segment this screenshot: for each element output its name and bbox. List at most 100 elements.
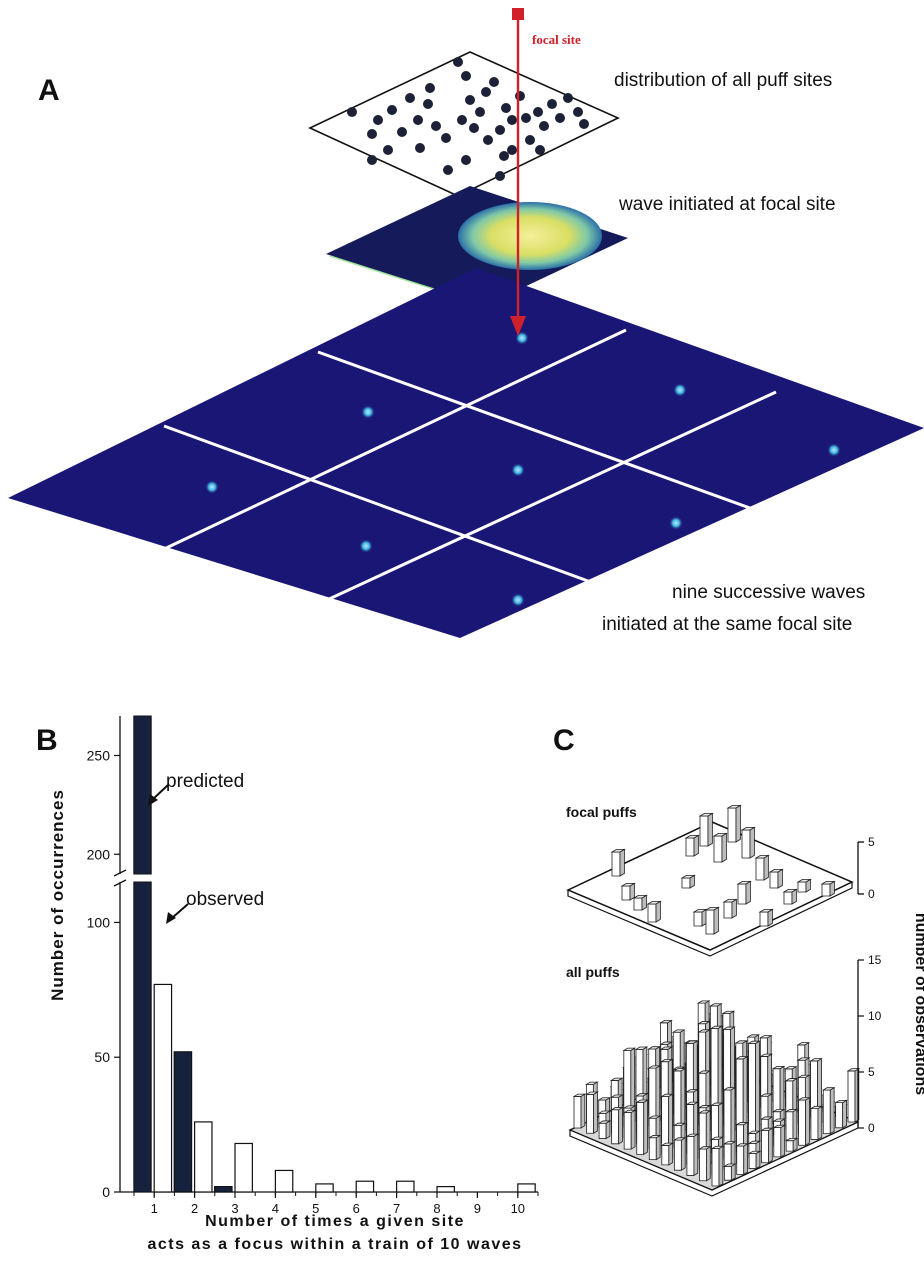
all-puff-columns [572, 1000, 861, 1187]
puff-site-dot [573, 107, 583, 117]
focal-puff-columns [610, 804, 836, 935]
focal-puffs-label: focal puffs [566, 804, 637, 820]
puff-site-dot [413, 115, 423, 125]
wave-puff-spot [361, 405, 375, 419]
bar-predicted [173, 1051, 193, 1193]
puff-site-dot [415, 143, 425, 153]
bar-observed [355, 1180, 375, 1193]
bar-predicted-upper [133, 715, 152, 875]
puff-site-dot [483, 135, 493, 145]
panel-a [8, 8, 924, 638]
puff-site-dot [347, 107, 357, 117]
puff-site-dot [533, 107, 543, 117]
focal-site-label: focal site [532, 32, 581, 47]
puff-site-dot [373, 115, 383, 125]
caption-nine-waves-line2: initiated at the same focal site [602, 614, 853, 635]
puff-site-dot [387, 105, 397, 115]
c-tick-label: 0 [868, 1121, 875, 1135]
axis-break-mark [113, 869, 127, 877]
x-tick-label: 3 [231, 1201, 238, 1216]
observed-arrow [171, 903, 189, 919]
panel-b-xlabel-line1: Number of times a given site [205, 1213, 465, 1230]
predicted-arrowhead [148, 794, 158, 806]
puff-site-dot [481, 87, 491, 97]
wave-puff-spot [511, 593, 525, 607]
puff-site-dot [539, 121, 549, 131]
axis-break-mark [113, 879, 127, 887]
bar-predicted [214, 1186, 233, 1193]
panel-b-ticks: 0 50 100 200 250 1 2 3 4 5 6 7 8 9 10 [87, 748, 539, 1216]
puff-site-dot [489, 77, 499, 87]
caption-puff-sites: distribution of all puff sites [614, 70, 833, 91]
x-tick-label: 10 [511, 1201, 525, 1216]
focal-marker [512, 8, 524, 20]
observed-arrowhead [166, 912, 176, 924]
puff-site-dot [495, 171, 505, 181]
wave-puff-spot [827, 443, 841, 457]
puff-site-dot [475, 107, 485, 117]
c-tick-label: 0 [868, 887, 875, 901]
puff-site-dot [469, 123, 479, 133]
puff-site-dot [405, 93, 415, 103]
panel-b-bars [133, 715, 536, 1193]
wave-puff-spot [205, 480, 219, 494]
puff-site-dots [347, 57, 589, 181]
y-tick-label: 200 [87, 846, 111, 862]
puff-site-dot [515, 91, 525, 101]
x-tick-label: 9 [474, 1201, 481, 1216]
bar-observed [274, 1169, 294, 1193]
puff-site-dot [507, 115, 517, 125]
x-tick-label: 4 [272, 1201, 279, 1216]
caption-wave-initiated: wave initiated at focal site [619, 194, 836, 215]
puff-site-dot [525, 135, 535, 145]
puff-site-dot [383, 145, 393, 155]
wave-puff-spot [359, 539, 373, 553]
y-tick-label: 100 [87, 914, 111, 930]
puff-site-dot [547, 99, 557, 109]
c-tick-label: 10 [868, 1009, 882, 1023]
panel-b-letter: B [36, 724, 58, 757]
y-tick-label: 0 [102, 1184, 110, 1200]
puff-site-dot [501, 103, 511, 113]
puff-site-dot [499, 151, 509, 161]
panel-c-ylabel: number of observations [912, 912, 924, 1096]
y-tick-label: 250 [87, 748, 111, 764]
wave-puff-spot [669, 516, 683, 530]
bar-observed [517, 1183, 536, 1193]
wave-puff-spot [673, 383, 687, 397]
focal-arrowhead [510, 316, 526, 336]
puff-site-dot [443, 165, 453, 175]
puff-site-dot [465, 95, 475, 105]
c-tick-label: 15 [868, 953, 882, 967]
predicted-arrow [151, 784, 169, 801]
puff-site-dot [425, 83, 435, 93]
x-tick-label: 7 [393, 1201, 400, 1216]
puff-site-dot [423, 99, 433, 109]
c-tick-label: 5 [868, 835, 875, 849]
panel-a-letter: A [38, 74, 60, 107]
x-tick-label: 5 [312, 1201, 319, 1216]
bar-observed [396, 1180, 415, 1193]
x-tick-label: 6 [353, 1201, 360, 1216]
puff-site-dot [521, 113, 531, 123]
y-tick-label: 50 [94, 1049, 110, 1065]
wave-tile-dividers [161, 328, 777, 608]
x-tick-label: 2 [191, 1201, 198, 1216]
x-tick-label: 8 [433, 1201, 440, 1216]
wave-puffs [205, 331, 841, 607]
annotation-predicted: predicted [166, 771, 245, 792]
puff-site-dot [555, 113, 565, 123]
puff-site-dot [461, 71, 471, 81]
puff-site-dot [397, 127, 407, 137]
panel-b-chart: 0 50 100 200 250 1 2 3 4 5 6 7 8 9 10 [87, 715, 539, 1216]
c-tick-label: 5 [868, 1065, 875, 1079]
all-puffs-label: all puffs [566, 964, 620, 980]
panel-c: 0 5 0 5 10 15 [566, 804, 882, 1197]
bar-observed [153, 983, 173, 1193]
puff-site-dot [441, 133, 451, 143]
panel-c-ticks: 0 5 0 5 10 15 [858, 835, 882, 1135]
wave-tile-grid [8, 268, 924, 638]
puff-site-dot [431, 121, 441, 131]
panel-b-ylabel: Number of occurrences [48, 789, 67, 1001]
